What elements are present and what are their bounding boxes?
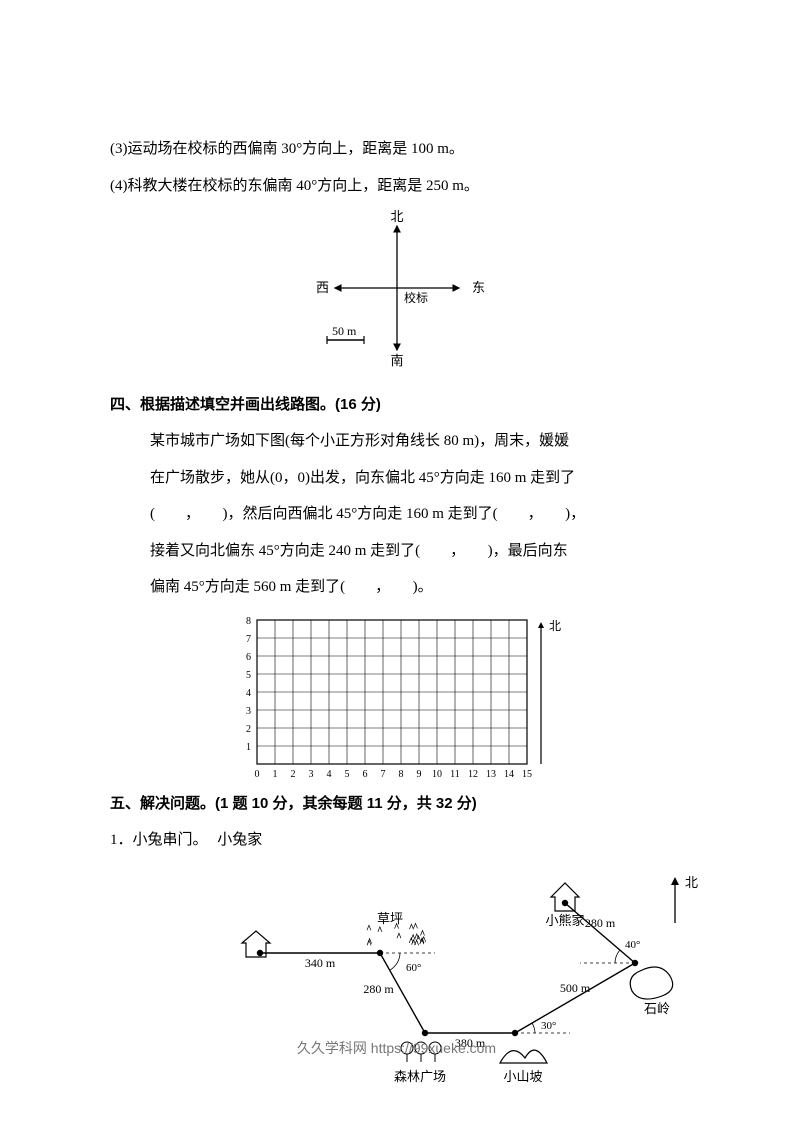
- svg-text:草坪: 草坪: [377, 911, 403, 926]
- svg-text:30°: 30°: [541, 1020, 556, 1032]
- sec4-p1: 某市城市广场如下图(每个小正方形对角线长 80 m)，周末，媛媛: [110, 427, 683, 456]
- svg-text:40°: 40°: [625, 939, 640, 951]
- svg-text:4: 4: [326, 769, 331, 780]
- svg-text:3: 3: [308, 769, 313, 780]
- svg-text:5: 5: [246, 670, 251, 681]
- svg-text:60°: 60°: [406, 962, 421, 974]
- sec4-p3: ( ， )，然后向西偏北 45°方向走 160 m 走到了( ， )，: [110, 500, 683, 529]
- sec4-p4: 接着又向北偏东 45°方向走 240 m 走到了( ， )，最后向东: [110, 537, 683, 566]
- svg-text:2: 2: [290, 769, 295, 780]
- svg-text:7: 7: [380, 769, 385, 780]
- svg-text:小山坡: 小山坡: [503, 1069, 542, 1084]
- svg-text:8: 8: [398, 769, 403, 780]
- footer-text: 久久学科网 https://99xueke.com: [0, 1035, 793, 1062]
- svg-text:12: 12: [468, 769, 478, 780]
- svg-text:北: 北: [549, 619, 561, 633]
- question-3: (3)运动场在校标的西偏南 30°方向上，距离是 100 m。: [110, 135, 683, 164]
- sec4-p5: 偏南 45°方向走 560 m 走到了( ， )。: [110, 573, 683, 602]
- svg-text:小熊家: 小熊家: [545, 913, 584, 928]
- svg-text:14: 14: [504, 769, 514, 780]
- svg-text:13: 13: [486, 769, 496, 780]
- compass-east: 东: [472, 280, 485, 295]
- svg-text:11: 11: [450, 769, 460, 780]
- grid-diagram: 012345678910111213141512345678北: [110, 610, 683, 780]
- svg-text:1: 1: [272, 769, 277, 780]
- compass-south: 南: [390, 353, 403, 368]
- svg-text:280 m: 280 m: [585, 916, 616, 930]
- grid-svg: 012345678910111213141512345678北: [227, 610, 567, 780]
- compass-north: 北: [390, 209, 403, 224]
- svg-text:7: 7: [246, 634, 251, 645]
- svg-text:3: 3: [246, 706, 251, 717]
- svg-text:1: 1: [246, 742, 251, 753]
- sec5-q1: 1．小兔串门。 小兔家: [110, 826, 683, 855]
- svg-text:森林广场: 森林广场: [394, 1069, 446, 1084]
- svg-text:9: 9: [416, 769, 421, 780]
- section-5-heading: 五、解决问题。(1 题 10 分，其余每题 11 分，共 32 分): [110, 790, 683, 819]
- svg-text:500 m: 500 m: [560, 981, 591, 995]
- svg-text:340 m: 340 m: [305, 956, 336, 970]
- compass-west: 西: [316, 280, 329, 295]
- svg-text:15: 15: [522, 769, 532, 780]
- svg-text:6: 6: [362, 769, 367, 780]
- svg-text:6: 6: [246, 652, 251, 663]
- compass-center: 校标: [404, 290, 428, 305]
- svg-text:北: 北: [685, 875, 698, 890]
- svg-text:10: 10: [432, 769, 442, 780]
- rabbit-home-label: 小兔家: [217, 832, 262, 848]
- question-4: (4)科教大楼在校标的东偏南 40°方向上，距离是 250 m。: [110, 172, 683, 201]
- sec5-q1-number: 1．小兔串门。: [110, 832, 208, 848]
- compass-svg: 北 南 东 西 校标 50 m: [282, 208, 512, 368]
- svg-text:石岭: 石岭: [644, 1001, 670, 1016]
- svg-text:4: 4: [246, 688, 251, 699]
- compass-diagram: 北 南 东 西 校标 50 m: [110, 208, 683, 379]
- svg-text:0: 0: [254, 769, 259, 780]
- svg-text:5: 5: [344, 769, 349, 780]
- svg-text:8: 8: [246, 616, 251, 627]
- section-4-heading: 四、根据描述填空并画出线路图。(16 分): [110, 391, 683, 420]
- svg-text:280 m: 280 m: [363, 982, 394, 996]
- svg-text:2: 2: [246, 724, 251, 735]
- compass-scale: 50 m: [332, 324, 357, 338]
- sec4-p2: 在广场散步，她从(0，0)出发，向东偏北 45°方向走 160 m 走到了: [110, 464, 683, 493]
